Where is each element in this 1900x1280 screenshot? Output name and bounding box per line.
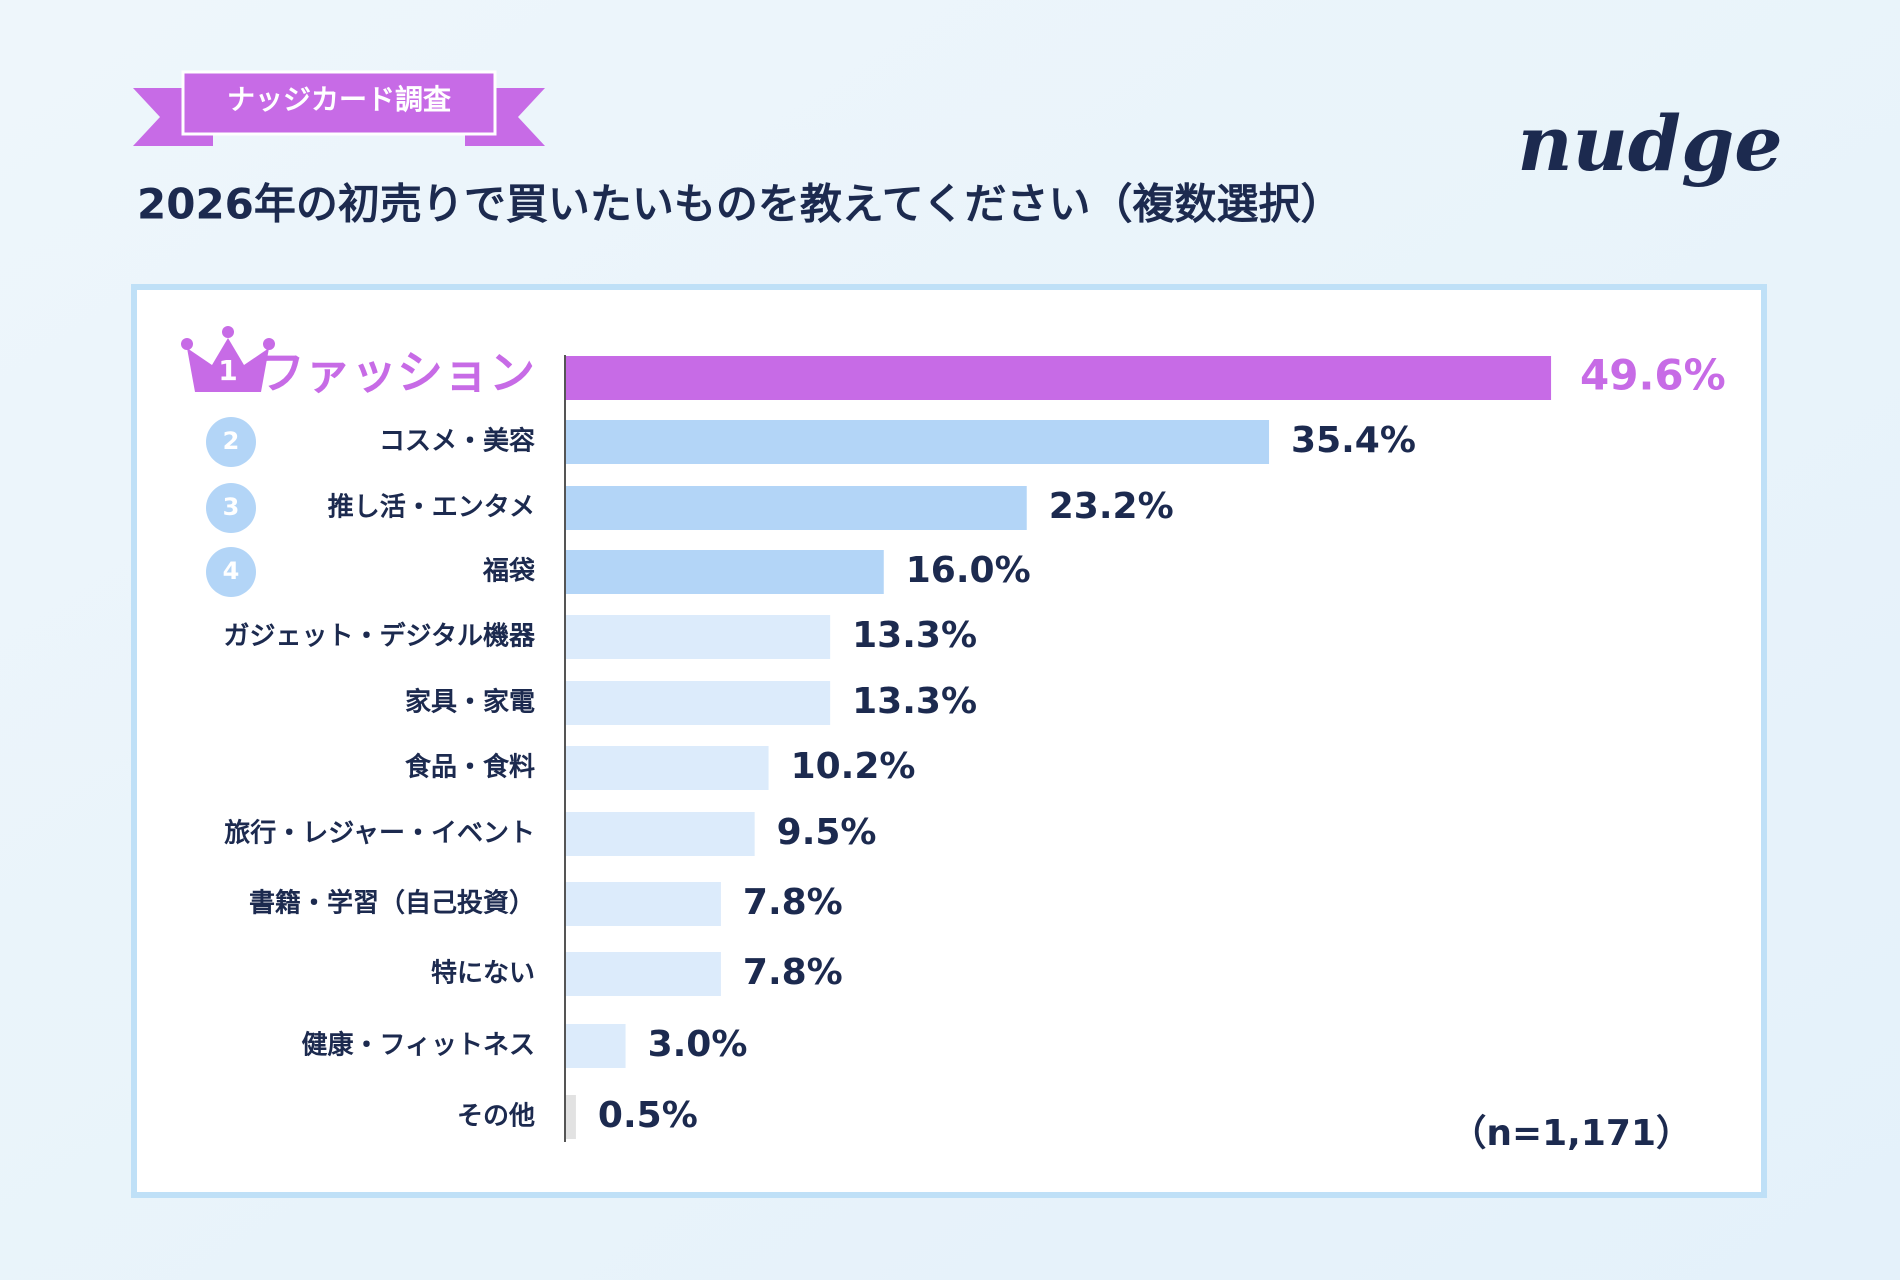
- banner-ribbon: [133, 70, 545, 146]
- rank-badge: [206, 547, 256, 597]
- bar: [566, 550, 884, 594]
- bar: [566, 746, 769, 790]
- value-label: 10.2%: [791, 746, 916, 787]
- category-label: 食品・食料: [405, 752, 535, 783]
- value-label: 23.2%: [1049, 486, 1174, 527]
- category-label: ファッション: [259, 346, 535, 400]
- rank-number: 1: [218, 354, 237, 387]
- rank-badge: [206, 417, 256, 467]
- category-label: 旅行・レジャー・イベント: [224, 818, 535, 849]
- banner-text: ナッジカード調査: [227, 83, 451, 116]
- category-label: 書籍・学習（自己投資）: [249, 888, 535, 919]
- bar: [566, 952, 721, 996]
- bar: [566, 1024, 626, 1068]
- bar: [566, 681, 831, 725]
- logo: nudge: [1517, 99, 1782, 188]
- value-label: 49.6%: [1580, 351, 1726, 400]
- category-label: コスメ・美容: [379, 426, 535, 457]
- category-label: 福袋: [482, 557, 536, 587]
- bar: [566, 882, 721, 926]
- value-label: 35.4%: [1291, 420, 1416, 461]
- rank-number: 4: [223, 557, 240, 585]
- value-label: 13.3%: [852, 615, 977, 656]
- category-label: その他: [457, 1102, 535, 1132]
- rank-badge: [206, 483, 256, 533]
- rank-number: 3: [223, 493, 240, 521]
- category-label: 健康・フィットネス: [302, 1030, 535, 1061]
- bar: [566, 615, 831, 659]
- category-label: 家具・家電: [405, 687, 535, 718]
- rank-number: 2: [223, 427, 240, 455]
- value-label: 16.0%: [906, 550, 1031, 591]
- note: （n=1,171）: [1450, 1113, 1692, 1154]
- category-label: 推し活・エンタメ: [328, 493, 535, 523]
- value-label: 9.5%: [777, 812, 877, 853]
- chart-title: 2026年の初売りで買いたいものを教えてください（複数選択）: [137, 180, 1343, 229]
- category-label: ガジェット・デジタル機器: [224, 621, 536, 652]
- category-label: 特にない: [431, 958, 535, 989]
- value-label: 7.8%: [743, 952, 843, 993]
- value-label: 7.8%: [743, 882, 843, 923]
- value-label: 13.3%: [852, 681, 977, 722]
- bar: [566, 486, 1027, 530]
- bar: [566, 812, 755, 856]
- value-label: 0.5%: [598, 1095, 698, 1136]
- bar: [566, 420, 1270, 464]
- crown: [181, 326, 275, 392]
- value-label: 3.0%: [648, 1024, 748, 1065]
- bar: [566, 1095, 576, 1139]
- bar: [566, 356, 1552, 400]
